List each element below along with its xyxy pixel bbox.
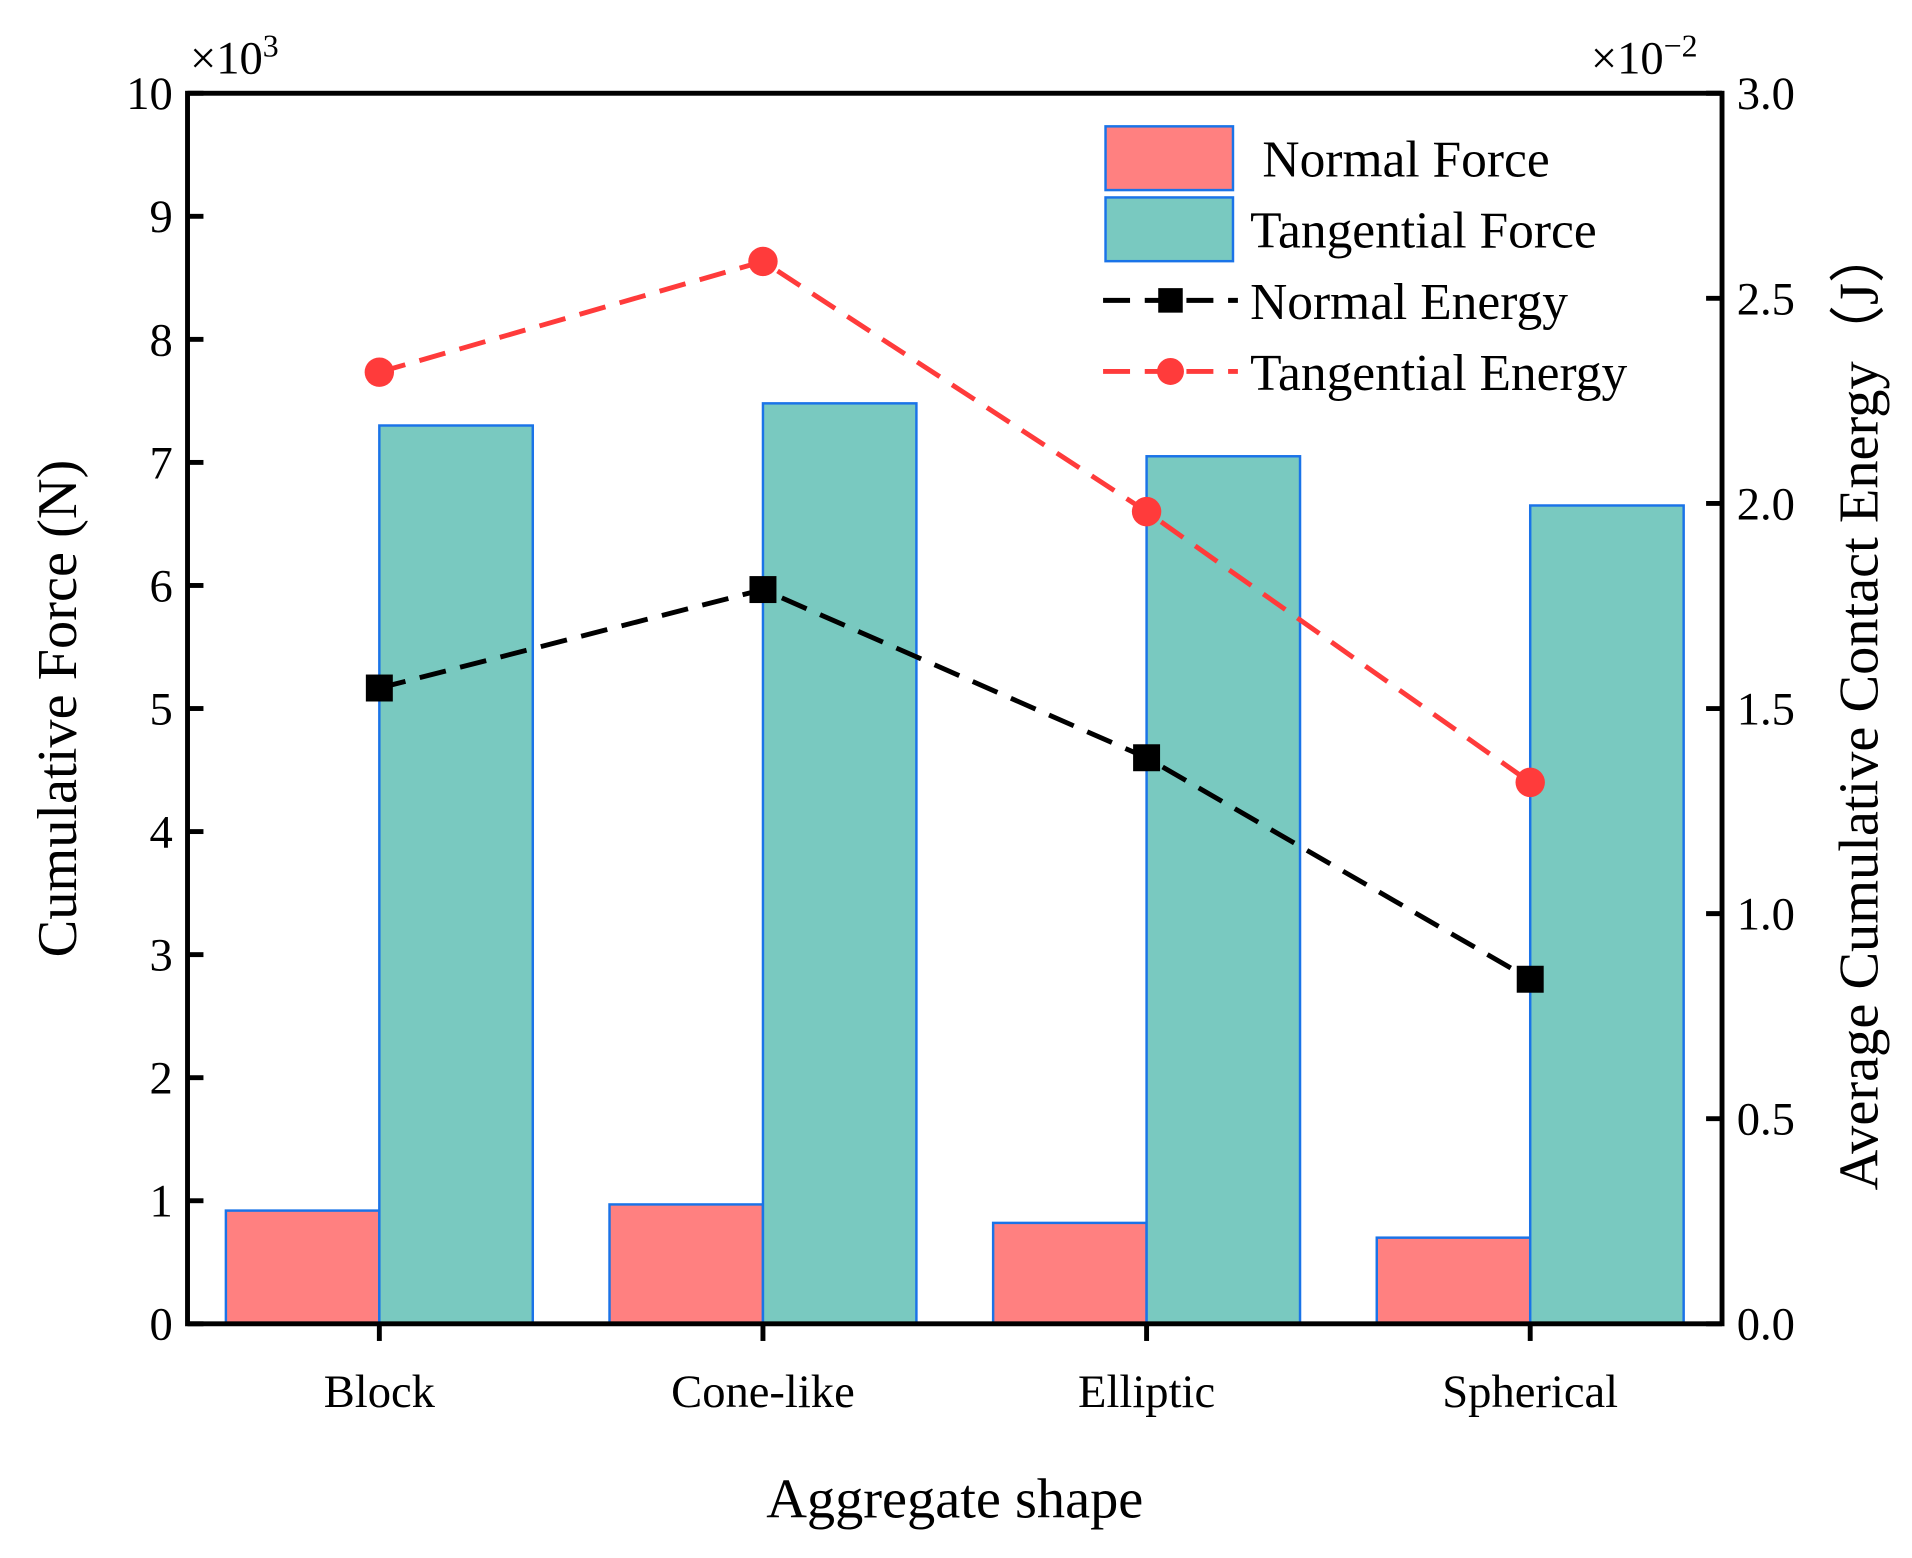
bar-normal-force-spherical	[1375, 1236, 1532, 1326]
y-tick-label: 10	[126, 69, 173, 120]
marker-normal-energy-block	[365, 674, 393, 702]
marker-normal-energy-cone-like	[749, 576, 777, 604]
bars-layer	[224, 402, 1685, 1326]
legend-swatch-normal-force	[1104, 125, 1235, 192]
legend-marker-tangential-energy	[1157, 357, 1184, 385]
y2-tick-label: 1.0	[1737, 890, 1795, 941]
y-tick-label: 3	[150, 931, 173, 982]
legend-swatch-tangential-force	[1104, 196, 1235, 263]
legend-label-tangential-force: Tangential Force	[1250, 203, 1597, 260]
line-normal-energy	[378, 586, 1532, 982]
legend-label-normal-force: Normal Force	[1262, 132, 1549, 189]
y2-tick-label: 2.5	[1737, 274, 1795, 325]
marker-tangential-energy-block	[364, 357, 395, 387]
marker-normal-energy-spherical	[1516, 965, 1544, 993]
x-tick-label: Spherical	[1442, 1367, 1618, 1418]
bar-tangential-force-elliptic	[1145, 455, 1302, 1326]
line-tangential-energy	[378, 258, 1532, 785]
legend-label-tangential-energy: Tangential Energy	[1250, 345, 1627, 402]
y-tick-label: 8	[150, 315, 173, 366]
marker-tangential-energy-spherical	[1515, 767, 1545, 798]
legend-label-normal-energy: Normal Energy	[1250, 274, 1568, 331]
marker-normal-energy-elliptic	[1133, 744, 1161, 772]
y-tick-label: 4	[150, 808, 173, 859]
bar-normal-force-cone-like	[608, 1203, 765, 1326]
y-tick-label: 9	[150, 192, 173, 243]
bar-normal-force-block	[224, 1209, 381, 1326]
legend-marker-normal-energy	[1158, 288, 1183, 313]
bar-tangential-force-cone-like	[761, 402, 918, 1326]
x-axis-title: Aggregate shape	[766, 1468, 1143, 1530]
y-tick-label: 7	[150, 438, 173, 489]
legend: Normal Force Tangential Force Normal Ene…	[1103, 125, 1627, 402]
y2-tick-label: 3.0	[1737, 69, 1795, 120]
bar-tangential-force-spherical	[1528, 504, 1685, 1326]
bar-normal-force-elliptic	[991, 1221, 1148, 1326]
x-tick-label: Block	[324, 1367, 436, 1418]
x-tick-label: Elliptic	[1078, 1367, 1215, 1418]
y2-tick-label: 2.0	[1737, 479, 1795, 530]
y-tick-label: 2	[150, 1054, 173, 1105]
bar-tangential-force-block	[378, 424, 535, 1326]
y-tick-label: 1	[150, 1177, 173, 1228]
y2-tick-label: 1.5	[1737, 684, 1795, 735]
y2-tick-label: 0.5	[1737, 1095, 1795, 1146]
y-tick-label: 5	[150, 684, 173, 735]
y2-axis-title: Average Cumulative Contact Energy（J）	[1829, 227, 1891, 1191]
axes-layer: Block Cone-like Elliptic Spherical 0 1 2 3 4 5 6 7 8…	[126, 69, 1795, 1418]
marker-tangential-energy-cone-like	[748, 246, 778, 277]
y2-multiplier: ×10−2	[1591, 28, 1698, 84]
lines-layer	[364, 246, 1545, 993]
y-multiplier: ×103	[190, 28, 279, 84]
y2-tick-label: 0.0	[1737, 1300, 1795, 1351]
marker-tangential-energy-elliptic	[1131, 496, 1162, 527]
y-tick-label: 0	[150, 1300, 173, 1351]
y-axis-title: Cumulative Force (N)	[27, 460, 89, 958]
x-tick-label: Cone-like	[671, 1367, 855, 1418]
y-tick-label: 6	[150, 561, 173, 612]
